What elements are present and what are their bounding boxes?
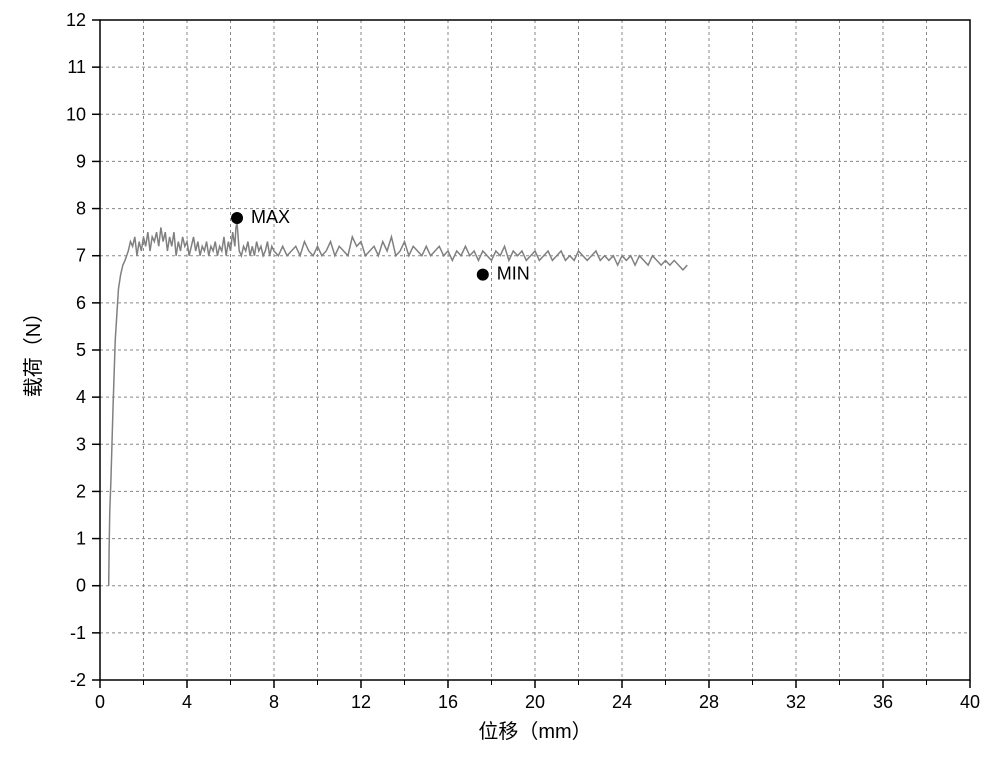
x-tick-label: 12: [351, 692, 371, 712]
chart-container: 0481216202428323640-2-10123456789101112位…: [0, 0, 1000, 760]
x-tick-label: 20: [525, 692, 545, 712]
x-tick-label: 16: [438, 692, 458, 712]
y-tick-label: 1: [76, 529, 86, 549]
x-tick-label: 8: [269, 692, 279, 712]
y-tick-label: 3: [76, 434, 86, 454]
load-displacement-chart: 0481216202428323640-2-10123456789101112位…: [0, 0, 1000, 760]
y-tick-label: 9: [76, 151, 86, 171]
x-tick-label: 32: [786, 692, 806, 712]
y-tick-label: 6: [76, 293, 86, 313]
marker-label: MIN: [497, 264, 530, 284]
marker-point: [231, 212, 243, 224]
y-tick-label: 12: [66, 10, 86, 30]
y-tick-label: 10: [66, 104, 86, 124]
x-axis-label: 位移（mm）: [478, 720, 591, 743]
x-tick-label: 24: [612, 692, 632, 712]
y-tick-label: 2: [76, 481, 86, 501]
y-axis-label: 载荷（N）: [22, 303, 45, 397]
y-tick-label: 0: [76, 576, 86, 596]
y-tick-label: -2: [70, 670, 86, 690]
y-tick-label: 4: [76, 387, 86, 407]
marker-point: [477, 269, 489, 281]
x-tick-label: 28: [699, 692, 719, 712]
y-tick-label: 7: [76, 246, 86, 266]
marker-label: MAX: [251, 207, 290, 227]
y-tick-label: 11: [67, 57, 86, 77]
x-tick-label: 40: [960, 692, 980, 712]
y-tick-label: 5: [76, 340, 86, 360]
x-tick-label: 36: [873, 692, 893, 712]
y-tick-label: -1: [70, 623, 86, 643]
data-series-line: [109, 223, 688, 586]
x-tick-label: 4: [182, 692, 192, 712]
x-tick-label: 0: [95, 692, 105, 712]
y-tick-label: 8: [76, 199, 86, 219]
